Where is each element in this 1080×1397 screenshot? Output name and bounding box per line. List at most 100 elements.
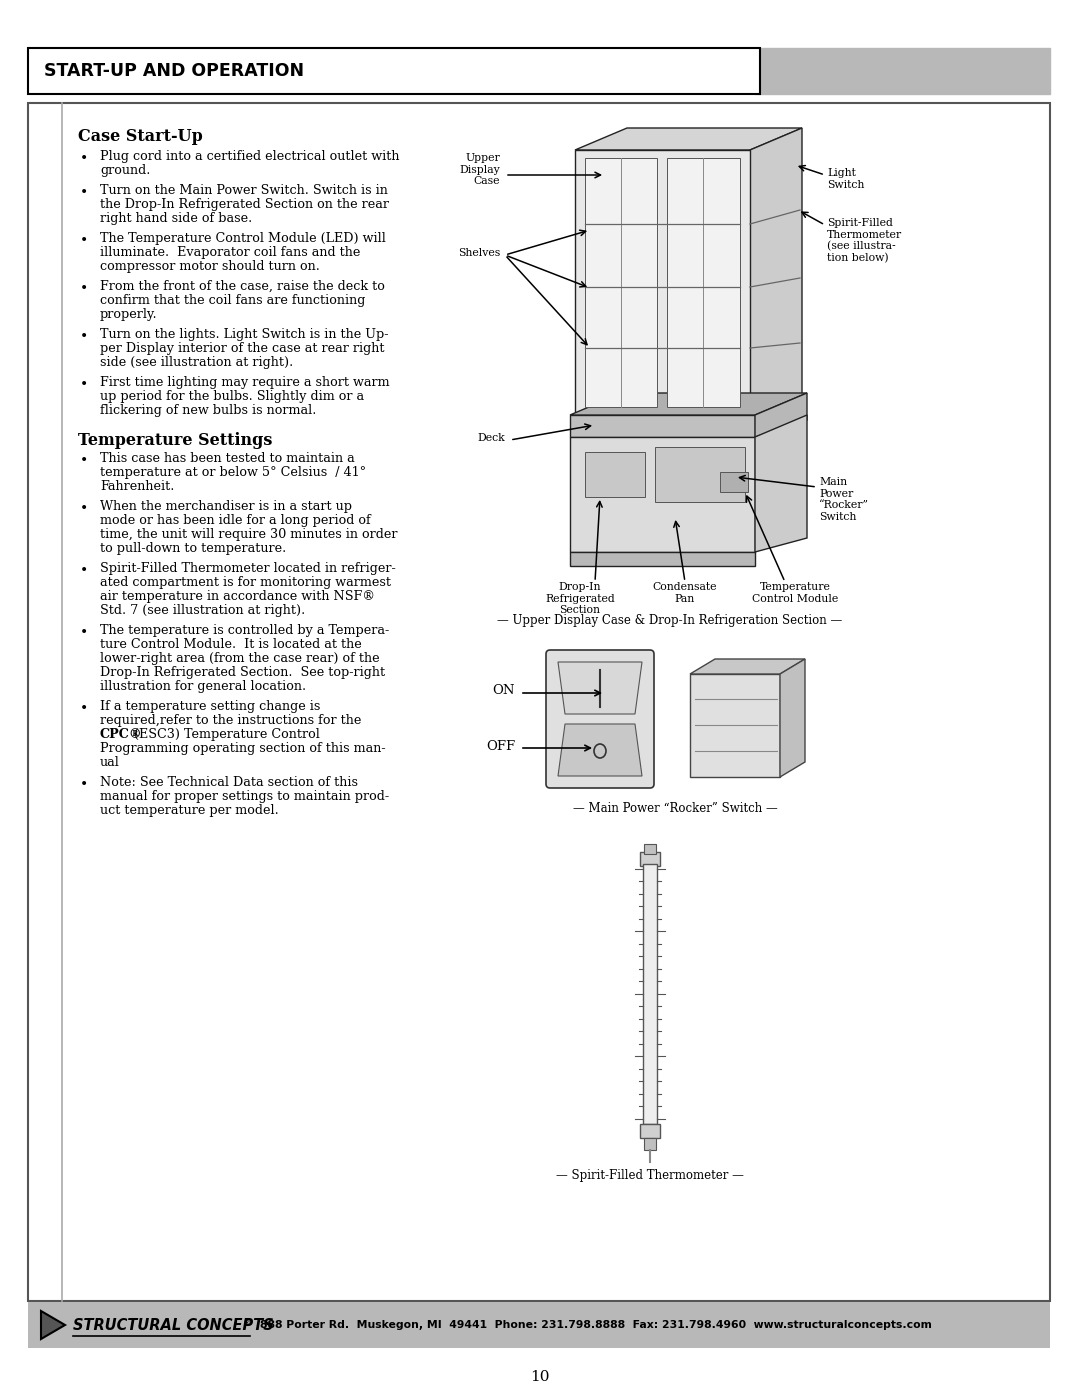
Text: The temperature is controlled by a Tempera-: The temperature is controlled by a Tempe…: [100, 624, 389, 637]
Text: illuminate.  Evaporator coil fans and the: illuminate. Evaporator coil fans and the: [100, 246, 361, 258]
Text: Upper
Display
Case: Upper Display Case: [459, 154, 500, 186]
Text: 10: 10: [530, 1370, 550, 1384]
Bar: [28, 1302, 1050, 1348]
Text: ated compartment is for monitoring warmest: ated compartment is for monitoring warme…: [100, 576, 391, 590]
Text: ground.: ground.: [100, 163, 150, 177]
Text: Turn on the lights. Light Switch is in the Up-: Turn on the lights. Light Switch is in t…: [100, 328, 389, 341]
Text: side (see illustration at right).: side (see illustration at right).: [100, 356, 294, 369]
Polygon shape: [575, 129, 802, 149]
Bar: [644, 1139, 656, 1150]
Text: lower-right area (from the case rear) of the: lower-right area (from the case rear) of…: [100, 652, 380, 665]
Bar: [28, 47, 760, 94]
Text: •: •: [80, 701, 89, 715]
Bar: [570, 415, 755, 437]
Bar: [755, 47, 1050, 94]
Bar: [640, 852, 660, 866]
Text: •: •: [80, 233, 89, 247]
Text: START-UP AND OPERATION: START-UP AND OPERATION: [44, 61, 305, 80]
Text: manual for proper settings to maintain prod-: manual for proper settings to maintain p…: [100, 789, 389, 803]
Text: •: •: [80, 151, 89, 165]
Text: •: •: [80, 453, 89, 467]
Text: Drop-In
Refrigerated
Section: Drop-In Refrigerated Section: [545, 583, 615, 615]
Text: up period for the bulbs. Slightly dim or a: up period for the bulbs. Slightly dim or…: [100, 390, 364, 402]
Bar: [690, 673, 780, 777]
Text: CPC®: CPC®: [100, 728, 143, 740]
Bar: [667, 158, 740, 407]
Polygon shape: [690, 659, 805, 673]
Text: flickering of new bulbs is normal.: flickering of new bulbs is normal.: [100, 404, 316, 416]
Text: •: •: [80, 624, 89, 638]
Text: •: •: [80, 184, 89, 198]
Bar: [720, 472, 748, 492]
Polygon shape: [41, 1310, 65, 1338]
Text: 888 Porter Rd.  Muskegon, MI  49441  Phone: 231.798.8888  Fax: 231.798.4960  www: 888 Porter Rd. Muskegon, MI 49441 Phone:…: [260, 1320, 932, 1330]
FancyBboxPatch shape: [546, 650, 654, 788]
Text: Temperature
Control Module: Temperature Control Module: [752, 583, 838, 604]
Text: Case Start-Up: Case Start-Up: [78, 129, 203, 145]
Text: (ESC3) Temperature Control: (ESC3) Temperature Control: [130, 728, 320, 740]
Bar: [28, 103, 1050, 1301]
Text: Condensate
Pan: Condensate Pan: [652, 583, 717, 604]
Polygon shape: [558, 724, 642, 775]
Text: •: •: [80, 281, 89, 295]
Text: Fahrenheit.: Fahrenheit.: [100, 481, 174, 493]
Text: illustration for general location.: illustration for general location.: [100, 680, 306, 693]
Text: ON: ON: [492, 685, 515, 697]
Polygon shape: [755, 393, 807, 437]
Text: properly.: properly.: [100, 307, 158, 321]
Text: — Main Power “Rocker” Switch —: — Main Power “Rocker” Switch —: [572, 802, 778, 814]
Text: Shelves: Shelves: [458, 249, 500, 258]
Bar: [644, 844, 656, 854]
Text: compressor motor should turn on.: compressor motor should turn on.: [100, 260, 320, 272]
Text: per Display interior of the case at rear right: per Display interior of the case at rear…: [100, 342, 384, 355]
Text: uct temperature per model.: uct temperature per model.: [100, 805, 279, 817]
Text: •: •: [80, 377, 89, 391]
Polygon shape: [570, 393, 807, 415]
Text: Deck: Deck: [477, 433, 505, 443]
Polygon shape: [755, 415, 807, 552]
Bar: [643, 863, 657, 1125]
Bar: [654, 447, 745, 502]
Text: time, the unit will require 30 minutes in order: time, the unit will require 30 minutes i…: [100, 528, 397, 541]
Text: When the merchandiser is in a start up: When the merchandiser is in a start up: [100, 500, 352, 513]
Text: •: •: [80, 502, 89, 515]
Text: ®: ®: [243, 1319, 252, 1329]
Text: STRUCTURAL CONCEPTS: STRUCTURAL CONCEPTS: [73, 1317, 273, 1333]
Text: — Upper Display Case & Drop-In Refrigeration Section —: — Upper Display Case & Drop-In Refrigera…: [498, 615, 842, 627]
Text: Light
Switch: Light Switch: [827, 168, 864, 190]
Text: This case has been tested to maintain a: This case has been tested to maintain a: [100, 453, 354, 465]
Text: ual: ual: [100, 756, 120, 768]
Bar: [640, 1125, 660, 1139]
Text: Turn on the Main Power Switch. Switch is in: Turn on the Main Power Switch. Switch is…: [100, 184, 388, 197]
Text: Main
Power
“Rocker”
Switch: Main Power “Rocker” Switch: [819, 476, 869, 522]
Polygon shape: [558, 662, 642, 714]
Text: the Drop-In Refrigerated Section on the rear: the Drop-In Refrigerated Section on the …: [100, 198, 389, 211]
Text: Spirit-Filled
Thermometer
(see illustra-
tion below): Spirit-Filled Thermometer (see illustra-…: [827, 218, 902, 264]
Text: •: •: [80, 563, 89, 577]
Text: Plug cord into a certified electrical outlet with: Plug cord into a certified electrical ou…: [100, 149, 400, 163]
Text: OFF: OFF: [486, 739, 515, 753]
Text: required,refer to the instructions for the: required,refer to the instructions for t…: [100, 714, 362, 726]
Text: Temperature Settings: Temperature Settings: [78, 432, 272, 448]
Text: The Temperature Control Module (LED) will: The Temperature Control Module (LED) wil…: [100, 232, 386, 244]
Text: •: •: [80, 777, 89, 791]
Bar: [585, 158, 657, 407]
Text: •: •: [80, 330, 89, 344]
Text: mode or has been idle for a long period of: mode or has been idle for a long period …: [100, 514, 370, 527]
Text: Programming operating section of this man-: Programming operating section of this ma…: [100, 742, 386, 754]
Text: Std. 7 (see illustration at right).: Std. 7 (see illustration at right).: [100, 604, 306, 617]
Polygon shape: [750, 129, 802, 415]
Text: If a temperature setting change is: If a temperature setting change is: [100, 700, 321, 712]
Text: Note: See Technical Data section of this: Note: See Technical Data section of this: [100, 775, 357, 789]
Text: First time lighting may require a short warm: First time lighting may require a short …: [100, 376, 390, 388]
Bar: [570, 552, 755, 566]
Text: air temperature in accordance with NSF®: air temperature in accordance with NSF®: [100, 590, 375, 604]
Bar: [570, 437, 755, 552]
Text: Spirit-Filled Thermometer located in refriger-: Spirit-Filled Thermometer located in ref…: [100, 562, 395, 576]
Bar: [585, 453, 645, 497]
Polygon shape: [780, 659, 805, 777]
Text: temperature at or below 5° Celsius  / 41°: temperature at or below 5° Celsius / 41°: [100, 467, 366, 479]
Text: — Spirit-Filled Thermometer —: — Spirit-Filled Thermometer —: [556, 1169, 744, 1182]
Text: right hand side of base.: right hand side of base.: [100, 212, 253, 225]
Text: From the front of the case, raise the deck to: From the front of the case, raise the de…: [100, 279, 384, 293]
